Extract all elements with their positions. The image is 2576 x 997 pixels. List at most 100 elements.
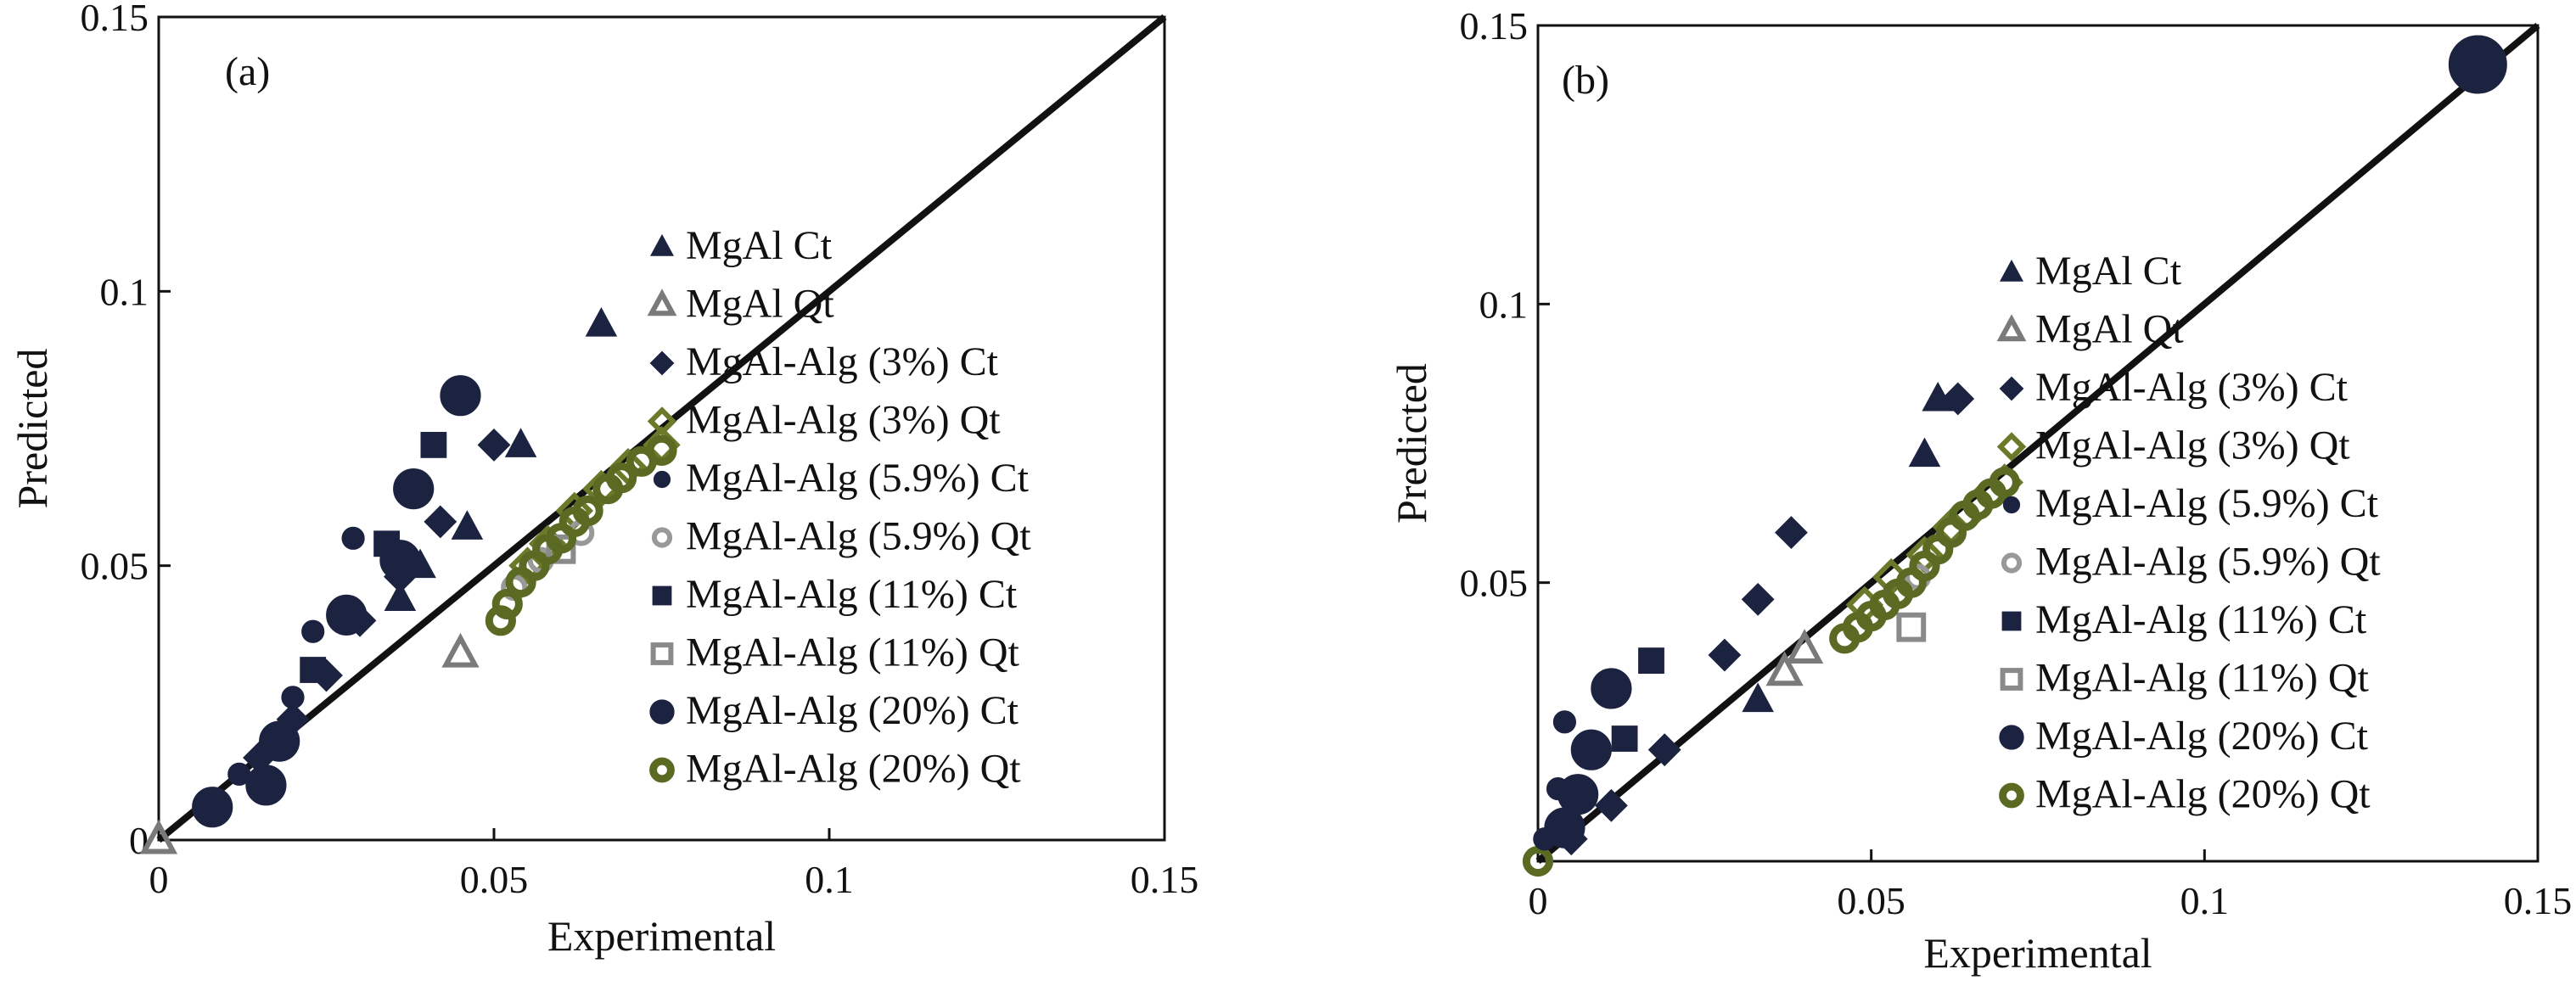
x-tick-label: 0.05 bbox=[1837, 879, 1905, 922]
data-point bbox=[281, 686, 305, 709]
data-point bbox=[379, 540, 421, 581]
data-point bbox=[384, 581, 417, 611]
legend-marker bbox=[653, 470, 671, 489]
legend-label: MgAl-Alg (5.9%) Qt bbox=[2035, 540, 2381, 585]
legend-label: MgAl Ct bbox=[2035, 249, 2182, 294]
chart-panel-a: 0 0.05 0.1 0.15 0 0.05 0.1 0.15 Experimental Pred… bbox=[8, 0, 1198, 960]
x-tick-label: 0.05 bbox=[460, 858, 529, 901]
legend-item: MgAl Qt bbox=[647, 282, 834, 327]
data-point bbox=[259, 720, 300, 762]
x-tick-label: 0 bbox=[149, 858, 169, 901]
legend-marker bbox=[647, 406, 677, 436]
legend-item: MgAl-Alg (5.9%) Ct bbox=[2002, 481, 2379, 526]
data-point bbox=[504, 428, 537, 457]
x-axis-label: Experimental bbox=[547, 912, 776, 960]
legend-marker bbox=[650, 642, 674, 665]
y-tick-label: 0 bbox=[129, 819, 149, 862]
legend-item: MgAl-Alg (11%) Qt bbox=[2000, 656, 2370, 701]
data-point bbox=[1594, 788, 1628, 822]
legend-item: MgAl-Alg (3%) Ct bbox=[1999, 365, 2349, 410]
legend-item: MgAl-Alg (5.9%) Qt bbox=[2001, 540, 2381, 585]
legend-item: MgAl Ct bbox=[649, 223, 833, 268]
reference-line bbox=[1535, 22, 2540, 865]
data-point bbox=[341, 526, 365, 550]
x-tick-label: 0 bbox=[1529, 879, 1548, 922]
data-point bbox=[1552, 710, 1577, 734]
legend-item: MgAl-Alg (20%) Qt bbox=[1999, 772, 2371, 817]
data-point bbox=[1570, 729, 1612, 770]
x-tick-label: 0.15 bbox=[1131, 858, 1199, 901]
legend-label: MgAl-Alg (5.9%) Ct bbox=[686, 456, 1030, 501]
legend-item: MgAl-Alg (20%) Qt bbox=[649, 747, 1021, 792]
x-tick-label: 0.1 bbox=[805, 858, 854, 901]
legend-label: MgAl-Alg (3%) Ct bbox=[2035, 365, 2349, 410]
data-point bbox=[1544, 807, 1585, 849]
y-axis-label: Predicted bbox=[1388, 363, 1435, 524]
data-point bbox=[1941, 382, 1975, 416]
data-point bbox=[424, 505, 457, 539]
data-point bbox=[440, 375, 481, 417]
data-point bbox=[1742, 682, 1774, 713]
legend-marker bbox=[649, 699, 675, 725]
data-point bbox=[1522, 845, 1554, 877]
legend-marker bbox=[2001, 552, 2023, 574]
y-tick-label: 0.05 bbox=[1460, 562, 1529, 605]
data-point bbox=[1896, 612, 1927, 642]
legend-label: MgAl-Alg (11%) Ct bbox=[686, 572, 1018, 617]
data-point bbox=[441, 632, 480, 668]
legend-marker bbox=[647, 288, 677, 316]
panel-label: (a) bbox=[225, 49, 270, 94]
legend-label: MgAl-Alg (20%) Qt bbox=[686, 747, 1021, 792]
data-point bbox=[245, 765, 287, 806]
legend-marker bbox=[651, 527, 673, 548]
legend-label: MgAl-Alg (3%) Qt bbox=[2035, 423, 2350, 468]
legend-label: MgAl Ct bbox=[686, 223, 833, 268]
legend-item: MgAl-Alg (5.9%) Qt bbox=[651, 514, 1031, 559]
legend-item: MgAl Ct bbox=[1999, 249, 2182, 294]
legend-item: MgAl-Alg (20%) Ct bbox=[1999, 714, 2369, 759]
legend-label: MgAl-Alg (3%) Ct bbox=[686, 339, 999, 384]
data-point bbox=[505, 566, 536, 598]
legend-label: MgAl Qt bbox=[2035, 307, 2184, 352]
data-point bbox=[139, 819, 178, 854]
data-point bbox=[1829, 623, 1860, 654]
legend-label: MgAl Qt bbox=[686, 282, 834, 327]
legend-item: MgAl Qt bbox=[1996, 307, 2184, 352]
data-point bbox=[1908, 437, 1941, 468]
legend-label: MgAl-Alg (5.9%) Qt bbox=[686, 514, 1031, 559]
data-point bbox=[546, 534, 576, 564]
data-point bbox=[451, 510, 484, 540]
data-point bbox=[1765, 651, 1804, 686]
data-point bbox=[393, 468, 435, 510]
legend-marker bbox=[1999, 725, 2024, 750]
data-point bbox=[1741, 582, 1775, 616]
legend-label: MgAl-Alg (20%) Ct bbox=[2035, 714, 2369, 759]
panel-label: (b) bbox=[1562, 58, 1609, 103]
data-point bbox=[485, 605, 517, 636]
data-point bbox=[626, 445, 657, 477]
data-point bbox=[192, 787, 233, 828]
y-tick-label: 0.15 bbox=[1460, 4, 1529, 48]
legend-marker bbox=[2000, 668, 2023, 691]
x-tick-label: 0.1 bbox=[2180, 879, 2230, 922]
data-point bbox=[1785, 629, 1824, 664]
legend-label: MgAl-Alg (5.9%) Ct bbox=[2035, 481, 2379, 526]
legend-item: MgAl-Alg (20%) Ct bbox=[649, 688, 1019, 733]
legend-marker bbox=[1999, 782, 2024, 809]
legend-item: MgAl-Alg (11%) Ct bbox=[2001, 597, 2367, 642]
legend-marker bbox=[1999, 376, 2024, 401]
legend-marker bbox=[1996, 432, 2027, 462]
legend-item: MgAl-Alg (3%) Qt bbox=[647, 398, 1001, 443]
data-point bbox=[585, 307, 618, 337]
legend-label: MgAl-Alg (11%) Qt bbox=[686, 630, 1020, 675]
legend-item: MgAl-Alg (5.9%) Ct bbox=[653, 456, 1030, 501]
legend-label: MgAl-Alg (3%) Qt bbox=[686, 398, 1001, 443]
legend-label: MgAl-Alg (20%) Qt bbox=[2035, 772, 2371, 817]
legend-item: MgAl-Alg (11%) Ct bbox=[652, 572, 1018, 617]
legend-marker bbox=[649, 757, 675, 783]
data-point bbox=[1647, 733, 1681, 767]
legend-marker bbox=[649, 350, 675, 376]
legend-item: MgAl-Alg (3%) Qt bbox=[1996, 423, 2350, 468]
data-point bbox=[300, 657, 327, 683]
